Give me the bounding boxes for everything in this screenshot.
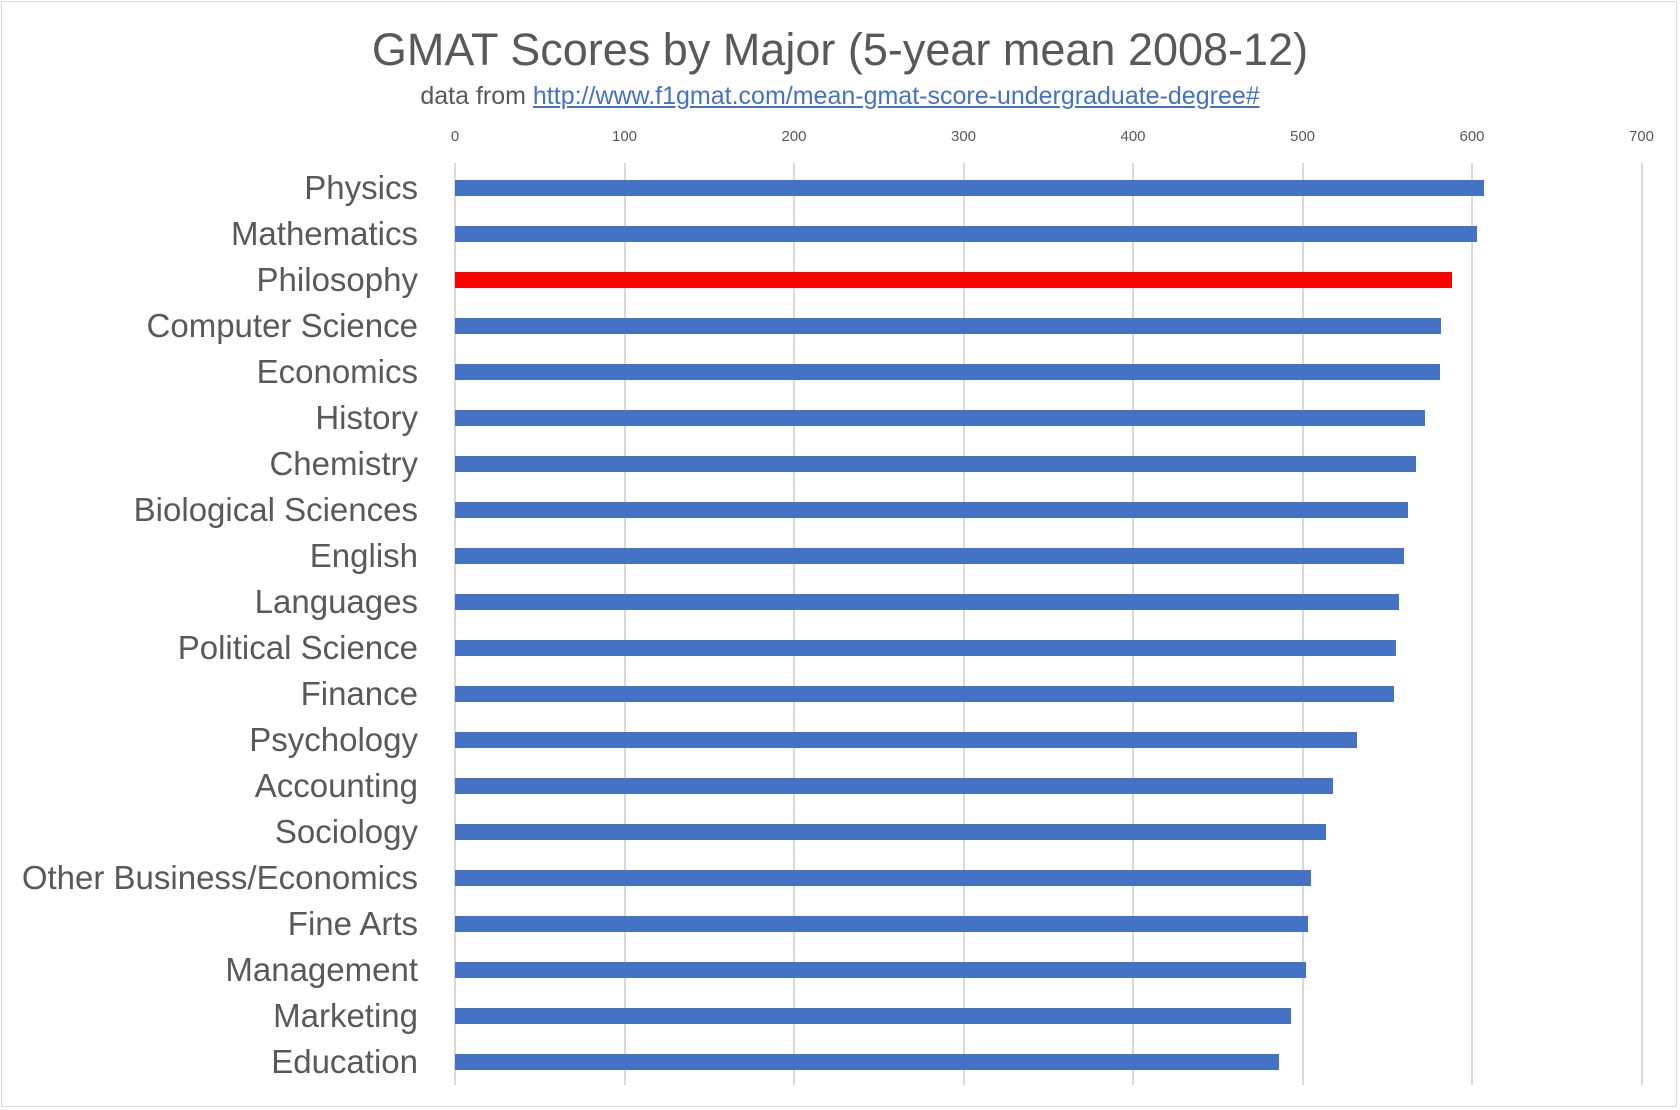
chart-subtitle: data from http://www.f1gmat.com/mean-gma… bbox=[0, 80, 1680, 112]
x-tick-label: 500 bbox=[1289, 128, 1316, 145]
bar[interactable] bbox=[455, 962, 1306, 978]
category-label: Education bbox=[271, 1043, 418, 1080]
category-label: Biological Sciences bbox=[133, 491, 418, 528]
x-tick-label: 0 bbox=[450, 128, 460, 145]
category-label: Mathematics bbox=[230, 215, 418, 252]
category-label: Marketing bbox=[273, 997, 418, 1034]
gridline bbox=[1132, 163, 1134, 1085]
gridline bbox=[454, 163, 456, 1085]
bar-row: Other Business/Economics bbox=[0, 855, 1680, 901]
gridline bbox=[1640, 163, 1643, 1085]
source-link[interactable]: http://www.f1gmat.com/mean-gmat-score-un… bbox=[532, 82, 1260, 110]
bar-row: Education bbox=[0, 1039, 1680, 1085]
bar[interactable] bbox=[455, 916, 1308, 932]
bar[interactable] bbox=[455, 548, 1405, 564]
category-label: Political Science bbox=[177, 629, 418, 666]
bar[interactable] bbox=[455, 870, 1311, 886]
bar[interactable] bbox=[455, 732, 1357, 748]
x-tick-label: 200 bbox=[781, 128, 807, 145]
category-label: Sociology bbox=[274, 813, 418, 850]
bar-row: Languages bbox=[0, 579, 1680, 625]
category-label: Computer Science bbox=[146, 307, 418, 344]
bar[interactable] bbox=[455, 640, 1396, 656]
bar[interactable] bbox=[455, 456, 1417, 472]
bar-row: Sociology bbox=[0, 809, 1680, 855]
category-label: English bbox=[309, 537, 418, 574]
bar[interactable] bbox=[455, 824, 1327, 840]
bar-row: Political Science bbox=[0, 625, 1680, 671]
gridline bbox=[962, 163, 965, 1085]
x-tick-label: 700 bbox=[1628, 128, 1655, 145]
subtitle-prefix: data from bbox=[420, 82, 533, 110]
x-tick-label: 100 bbox=[611, 128, 638, 145]
plot-area bbox=[454, 163, 1643, 1085]
bar[interactable] bbox=[455, 778, 1333, 794]
bar[interactable] bbox=[455, 410, 1425, 426]
x-tick-label: 600 bbox=[1459, 128, 1485, 145]
bar-row: Economics bbox=[0, 349, 1680, 395]
bar[interactable] bbox=[455, 318, 1442, 334]
bar[interactable] bbox=[455, 364, 1440, 380]
category-label: Physics bbox=[304, 169, 418, 206]
category-label: Other Business/Economics bbox=[21, 859, 418, 896]
bar[interactable] bbox=[455, 686, 1395, 702]
bar-row: English bbox=[0, 533, 1680, 579]
gridline bbox=[1471, 163, 1473, 1085]
category-label: Management bbox=[225, 951, 418, 988]
bar-row: Physics bbox=[0, 165, 1680, 211]
bar[interactable] bbox=[455, 1054, 1279, 1070]
x-tick-label: 400 bbox=[1120, 128, 1146, 145]
category-label: Chemistry bbox=[269, 445, 418, 482]
category-label: Languages bbox=[254, 583, 418, 620]
bar-row: Computer Science bbox=[0, 303, 1680, 349]
bar[interactable] bbox=[455, 180, 1484, 196]
category-label: Finance bbox=[300, 675, 418, 712]
category-label: Philosophy bbox=[256, 261, 418, 298]
bar-row: History bbox=[0, 395, 1680, 441]
category-label: Economics bbox=[256, 353, 418, 390]
category-label: Accounting bbox=[254, 767, 418, 804]
x-tick-label: 300 bbox=[950, 128, 977, 145]
category-label: Psychology bbox=[249, 721, 418, 758]
bar-row: Marketing bbox=[0, 993, 1680, 1039]
bar-row: Philosophy bbox=[0, 257, 1680, 303]
gridline bbox=[1301, 163, 1304, 1085]
bar-row: Psychology bbox=[0, 717, 1680, 763]
bar[interactable] bbox=[455, 502, 1408, 518]
highlighted-bar[interactable] bbox=[455, 272, 1452, 288]
bar-row: Mathematics bbox=[0, 211, 1680, 257]
chart-title: GMAT Scores by Major (5-year mean 2008-1… bbox=[371, 24, 1309, 75]
bar-row: Accounting bbox=[0, 763, 1680, 809]
category-label: History bbox=[315, 399, 418, 436]
gridline bbox=[623, 163, 626, 1085]
bar-row: Biological Sciences bbox=[0, 487, 1680, 533]
bar[interactable] bbox=[455, 594, 1400, 610]
bar-row: Finance bbox=[0, 671, 1680, 717]
bar-row: Chemistry bbox=[0, 441, 1680, 487]
category-label: Fine Arts bbox=[287, 905, 418, 942]
bar[interactable] bbox=[455, 226, 1478, 242]
bar[interactable] bbox=[455, 1008, 1291, 1024]
bar-row: Fine Arts bbox=[0, 901, 1680, 947]
bar-row: Management bbox=[0, 947, 1680, 993]
gridline bbox=[793, 163, 795, 1085]
